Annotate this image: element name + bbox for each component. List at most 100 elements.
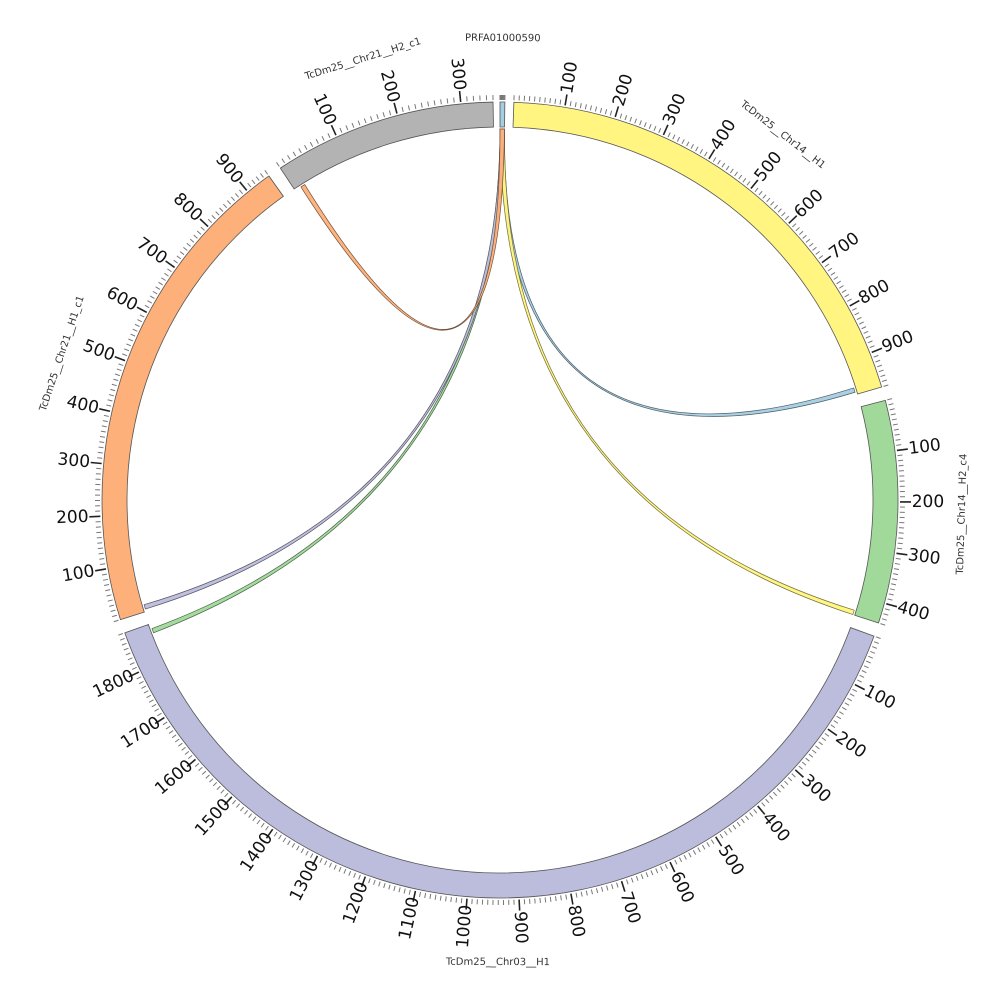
tick-minor	[358, 874, 361, 880]
tick-major	[458, 90, 462, 103]
tick-minor	[139, 314, 145, 318]
tick-minor	[830, 724, 836, 729]
tick-minor	[549, 98, 551, 104]
tick-major	[223, 796, 233, 806]
tick-minor	[453, 97, 455, 103]
tick-major	[854, 683, 866, 691]
tick-minor	[795, 227, 800, 232]
tick-minor	[892, 578, 898, 581]
tick-minor	[132, 328, 138, 332]
tick-minor	[805, 238, 811, 243]
tick-minor	[729, 168, 734, 174]
segment-tcdm25-chr14-h2-c4	[854, 399, 899, 624]
tick-minor	[836, 280, 842, 285]
tick-minor	[265, 825, 269, 831]
tick-minor	[844, 293, 850, 298]
tick-minor	[871, 646, 878, 649]
tick-minor	[141, 685, 147, 689]
tick-minor	[664, 864, 668, 869]
tick-minor	[891, 583, 897, 586]
tick-minor	[769, 795, 774, 800]
tick-minor	[173, 259, 178, 264]
tick-minor	[878, 369, 884, 373]
tick-minor	[894, 433, 900, 436]
tick-minor	[857, 679, 862, 683]
tick-label: 200	[609, 72, 638, 109]
tick-minor	[639, 120, 642, 126]
tick-minor	[554, 98, 557, 104]
tick-minor	[863, 665, 869, 669]
tick-minor	[893, 573, 899, 576]
tick-minor	[234, 193, 239, 198]
tick-label: 900	[510, 911, 532, 944]
tick-major	[750, 179, 759, 190]
link-tcdm25-chr21-h1-c1	[143, 128, 505, 610]
tick-minor	[830, 271, 836, 276]
tick-minor	[792, 223, 797, 228]
tick-minor	[125, 652, 131, 656]
tick-minor	[569, 101, 572, 107]
tick-minor	[144, 304, 150, 309]
tick-label: 400	[65, 392, 101, 419]
segment-label-tcdm25-chr14-h2-c4: TcDm25__Chr14__H2_c4	[955, 453, 970, 575]
tick-minor	[892, 423, 898, 426]
tick-major	[136, 306, 148, 314]
tick-minor	[343, 868, 347, 874]
tick-minor	[138, 680, 144, 685]
tick-minor	[158, 281, 163, 286]
tick-minor	[888, 403, 894, 406]
tick-minor	[121, 642, 127, 646]
segment-label-tcdm25-chr21-h2-c1: TcDm25__Chr21__H2_c1	[303, 36, 423, 83]
tick-minor	[114, 373, 120, 377]
link-tcdm25-chr21-h2-c1	[300, 128, 505, 331]
tick-minor	[345, 125, 349, 131]
tick-label: 400	[707, 116, 741, 154]
tick-minor	[683, 854, 687, 860]
tick-minor	[802, 234, 807, 239]
tick-label: 200	[56, 507, 89, 528]
segments-layer	[101, 101, 899, 899]
tick-minor	[107, 599, 113, 602]
tick-minor	[624, 115, 628, 121]
tick-minor	[282, 837, 287, 843]
tick-minor	[200, 226, 205, 231]
tick-minor	[856, 316, 862, 320]
ticks-tcdm25-chr14-h2-c4: 100 200 300 400	[880, 398, 944, 626]
tick-minor	[784, 215, 790, 220]
tick-minor	[419, 891, 422, 898]
tick-label: 300	[57, 449, 91, 472]
tick-minor	[363, 118, 367, 124]
tick-minor	[215, 211, 220, 216]
tick-minor	[897, 542, 903, 545]
tick-minor	[851, 307, 857, 311]
tick-minor	[604, 109, 608, 115]
tick-minor	[149, 295, 155, 299]
tick-minor	[194, 762, 200, 768]
tick-major	[154, 716, 165, 725]
tick-minor	[171, 734, 177, 739]
tick-minor	[273, 831, 278, 837]
tick-minor	[446, 98, 449, 104]
tick-label: 900	[879, 327, 917, 358]
tick-minor	[278, 834, 282, 840]
tick-minor	[818, 741, 823, 746]
tick-label: 1800	[90, 666, 138, 703]
tick-minor	[861, 326, 867, 330]
tick-minor	[798, 230, 804, 236]
tick-label: 100	[861, 681, 899, 714]
tick-minor	[824, 263, 830, 268]
tick-minor	[846, 298, 852, 302]
tick-minor	[690, 143, 694, 149]
tick-minor	[875, 636, 881, 639]
tick-major	[794, 769, 804, 778]
tick-major	[821, 255, 832, 264]
tick-major	[896, 448, 908, 452]
tick-label: 1300	[286, 857, 324, 905]
tick-minor	[429, 893, 432, 899]
tick-minor	[811, 749, 817, 754]
tick-minor	[818, 255, 824, 259]
tick-label: 1400	[236, 829, 277, 876]
tick-minor	[721, 162, 726, 168]
tick-minor	[450, 896, 452, 903]
